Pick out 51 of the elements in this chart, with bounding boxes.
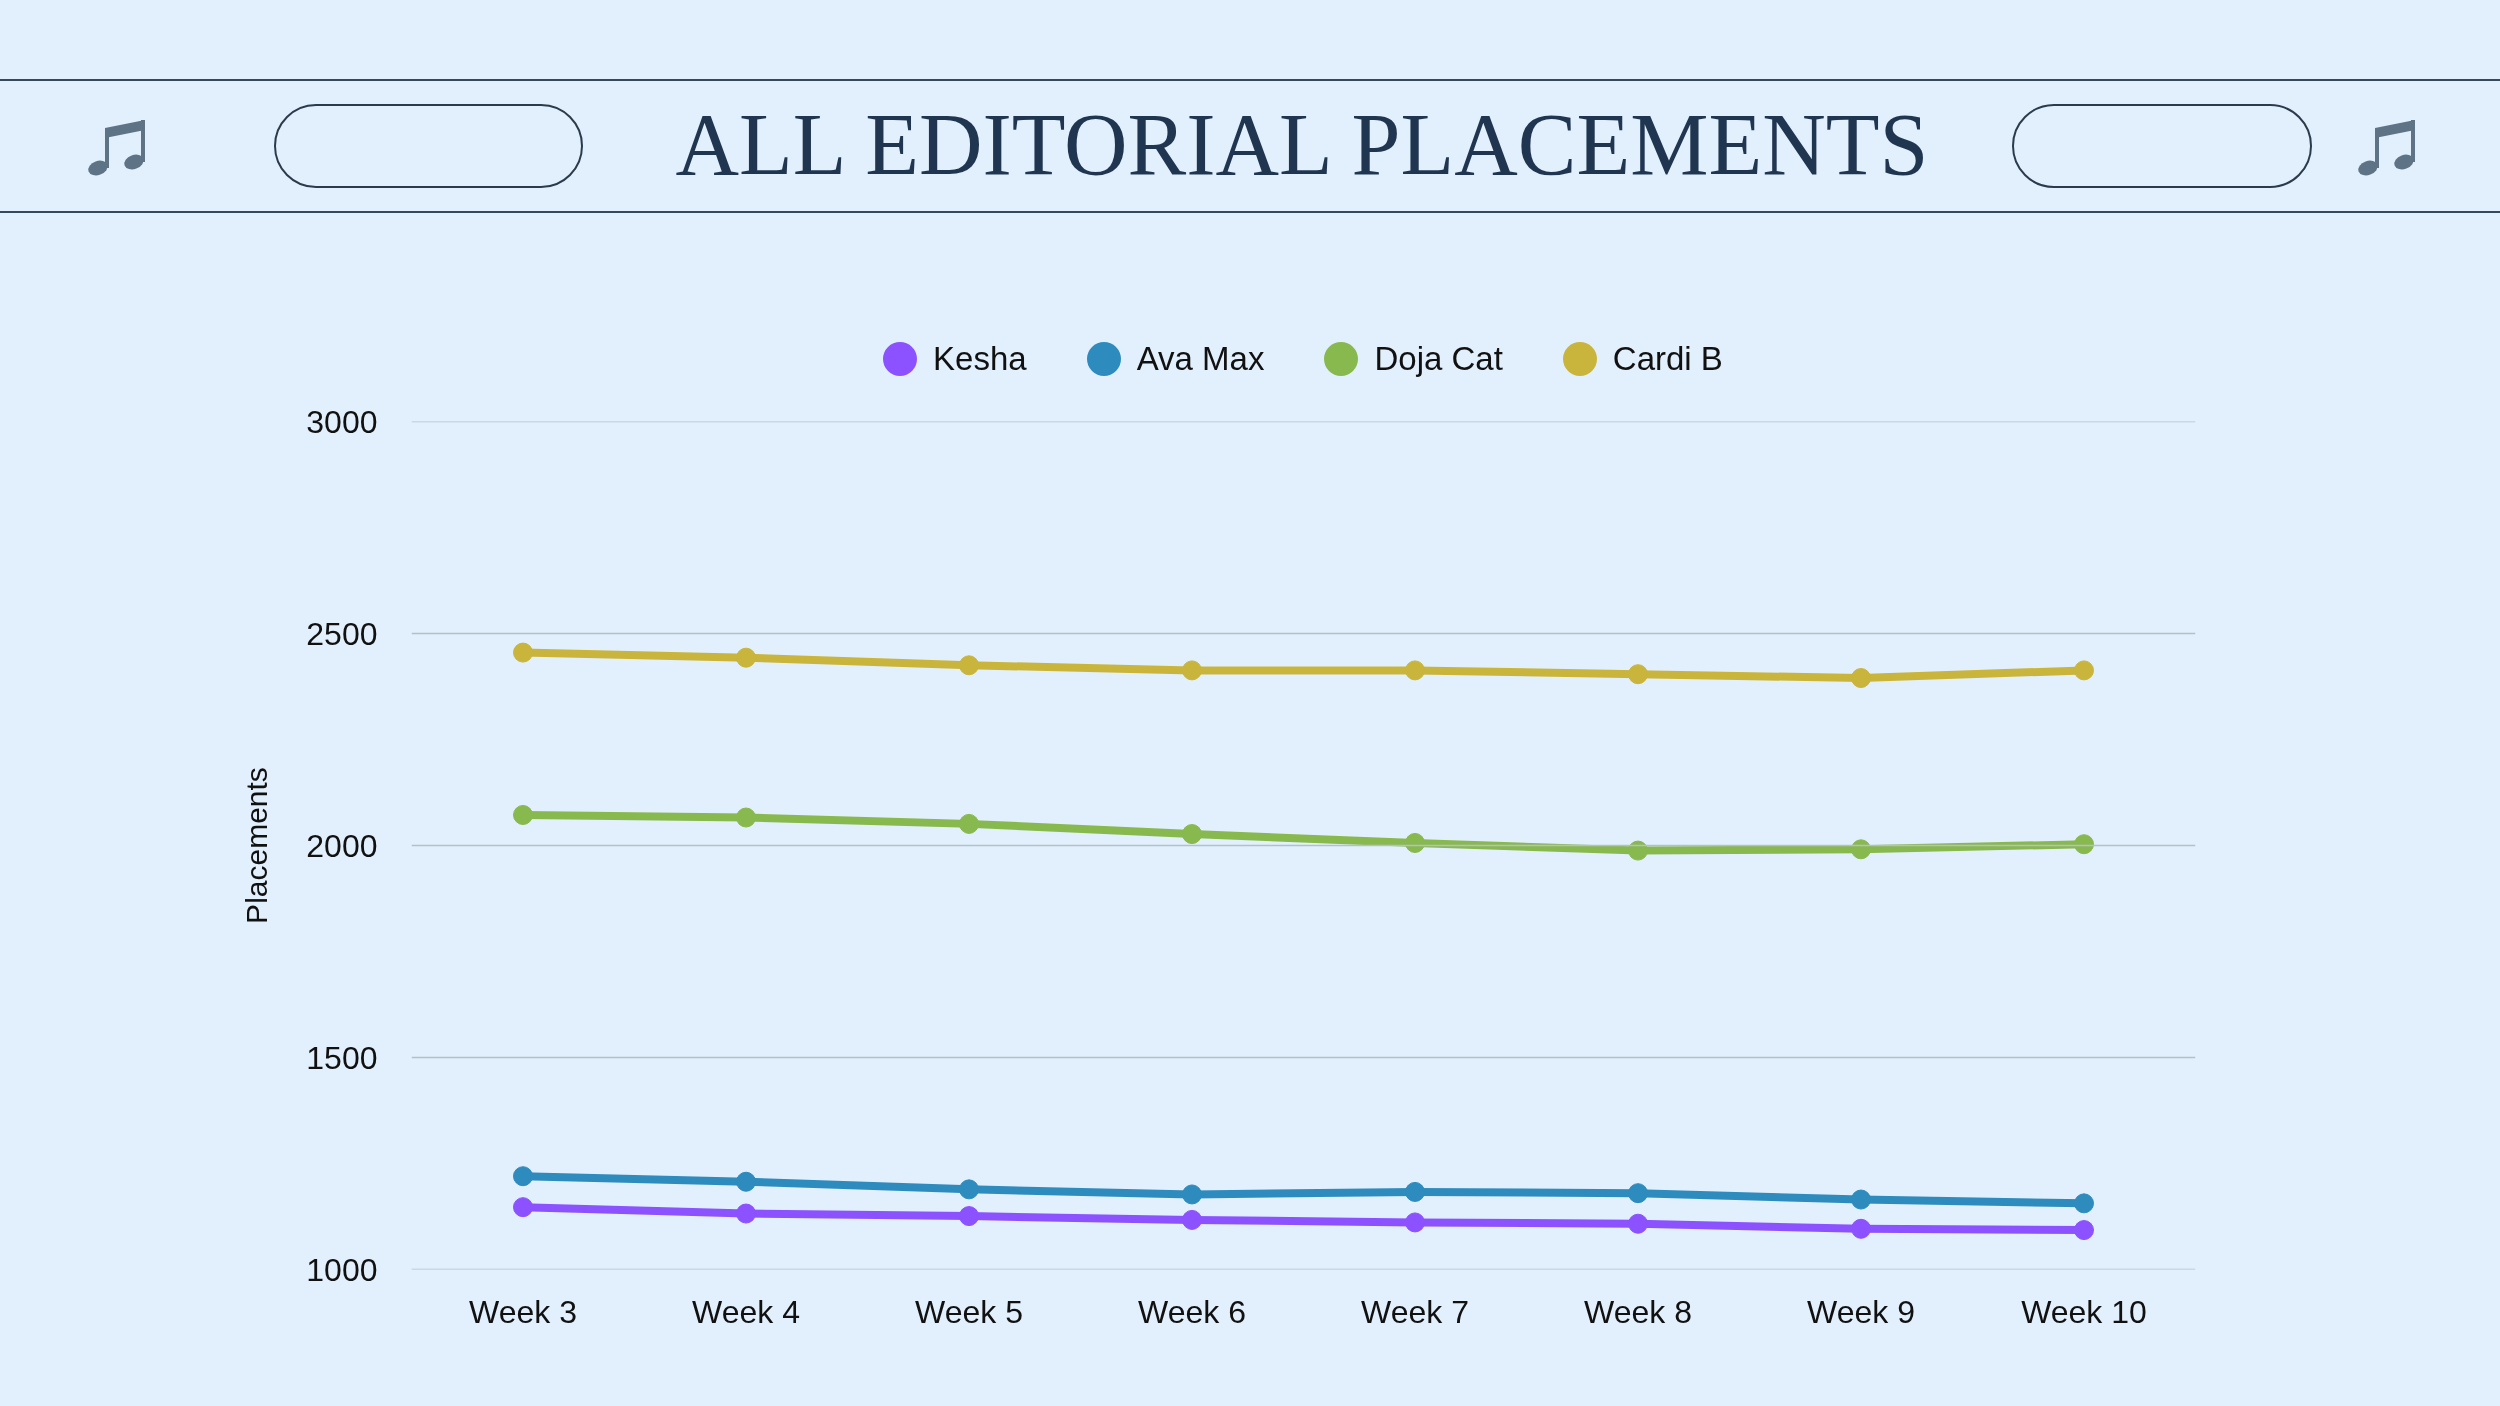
point <box>1628 664 1648 685</box>
point <box>1405 1212 1425 1233</box>
point <box>513 804 533 825</box>
x-tick-label: Week 3 <box>469 1293 577 1330</box>
point <box>1182 660 1202 681</box>
point <box>1628 840 1648 861</box>
point <box>1851 668 1871 688</box>
chart-title: ALL EDITORIAL PLACEMENTS <box>674 95 1930 195</box>
x-tick-label: Week 10 <box>2021 1293 2147 1330</box>
point <box>959 1206 979 1227</box>
point <box>2074 1193 2094 1214</box>
point <box>2074 1220 2094 1241</box>
point <box>1628 1213 1648 1234</box>
point <box>513 642 533 663</box>
point <box>1851 839 1871 860</box>
point <box>736 647 756 668</box>
point <box>1405 660 1425 681</box>
legend-label: Cardi B <box>1612 339 1723 379</box>
point <box>1851 1189 1871 1210</box>
legend-label: Doja Cat <box>1374 339 1503 379</box>
point <box>959 655 979 676</box>
x-tick-label: Week 4 <box>692 1293 800 1330</box>
y-tick-label: 1000 <box>306 1251 378 1288</box>
point <box>959 813 979 834</box>
y-tick-label: 3000 <box>306 403 378 440</box>
point <box>1182 824 1202 845</box>
point <box>1628 1183 1648 1204</box>
legend-label: Ava Max <box>1136 339 1265 379</box>
y-axis-title: Placements <box>240 767 274 924</box>
point <box>1405 1181 1425 1202</box>
x-tick-label: Week 8 <box>1584 1293 1692 1330</box>
x-tick-label: Week 7 <box>1361 1293 1469 1330</box>
point <box>1182 1184 1202 1205</box>
x-tick-label: Week 5 <box>915 1293 1023 1330</box>
x-tick-label: Week 9 <box>1807 1293 1915 1330</box>
y-tick-label: 2000 <box>306 827 378 864</box>
y-tick-label: 1500 <box>306 1039 378 1076</box>
point <box>736 807 756 828</box>
point <box>1405 832 1425 853</box>
x-tick-label: Week 6 <box>1138 1293 1246 1330</box>
point <box>959 1179 979 1200</box>
point <box>1182 1209 1202 1230</box>
point <box>2074 834 2094 855</box>
point <box>2074 660 2094 681</box>
point <box>513 1197 533 1218</box>
y-tick-label: 2500 <box>306 615 378 652</box>
point <box>513 1166 533 1187</box>
point <box>1851 1218 1871 1239</box>
legend-label: Kesha <box>933 339 1027 379</box>
point <box>736 1203 756 1224</box>
point <box>736 1171 756 1192</box>
